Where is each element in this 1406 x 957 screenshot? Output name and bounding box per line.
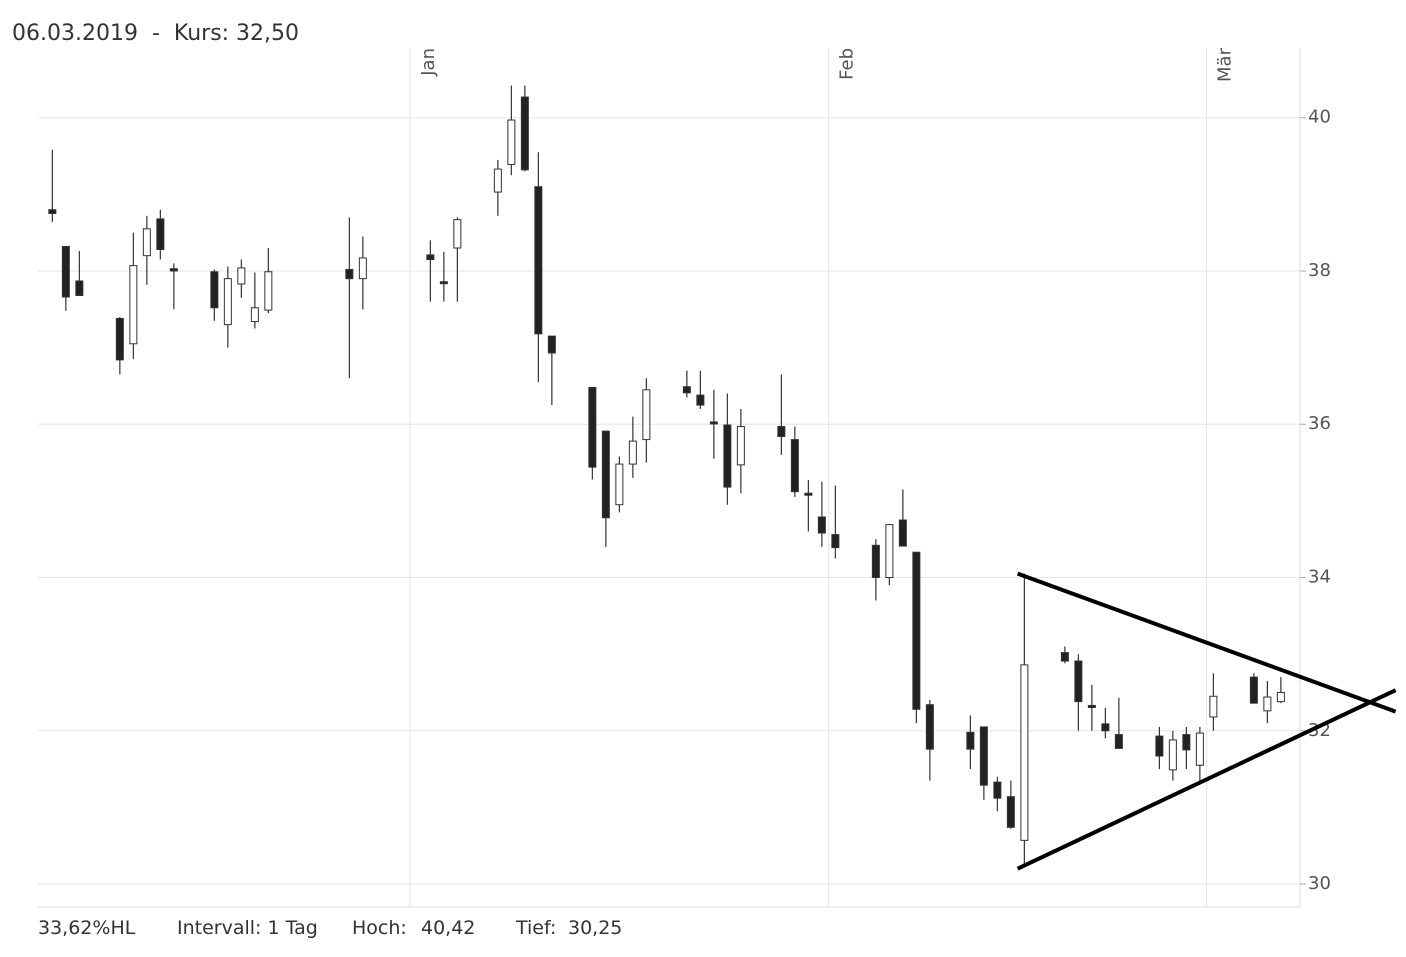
candle-body — [115, 317, 124, 361]
candle-body — [993, 781, 1002, 799]
chart-title: 06.03.2019 - Kurs: 32,50 — [12, 21, 299, 46]
candle-body — [871, 544, 880, 578]
candle-body — [345, 268, 354, 280]
candle-body — [547, 335, 556, 354]
candle-body — [237, 267, 246, 285]
candle-body — [426, 254, 435, 260]
candle-body — [817, 516, 826, 534]
candle-body — [1020, 664, 1029, 841]
candle-body — [1155, 735, 1164, 757]
candle-body — [588, 386, 597, 468]
stat: Intervall: 1 Tag — [177, 917, 318, 939]
candle-body — [723, 424, 732, 488]
candle-body — [250, 307, 259, 323]
candle-body — [898, 519, 907, 547]
candle-body — [1182, 734, 1191, 751]
candle-body — [1209, 695, 1218, 718]
candle-body — [601, 430, 610, 519]
candle-body — [1006, 796, 1015, 828]
stat: 40,42 — [421, 917, 475, 939]
y-tick-label: 36 — [1308, 413, 1331, 434]
candle-body — [925, 704, 934, 750]
y-tick-label: 38 — [1308, 260, 1331, 281]
stat: Hoch: — [352, 917, 407, 939]
candle-body — [628, 440, 637, 465]
candle-body — [1114, 734, 1123, 749]
candle-body — [156, 218, 165, 251]
candle-body — [210, 271, 219, 309]
candle-body — [223, 278, 232, 326]
candle-body — [439, 281, 448, 285]
stat: 33,62%HL — [38, 917, 136, 939]
candle-body — [520, 96, 529, 171]
candle-body — [142, 228, 151, 257]
y-tick-label: 30 — [1308, 873, 1331, 894]
candle-body — [1263, 696, 1272, 712]
candle-body — [885, 524, 894, 578]
candle-body — [804, 492, 813, 496]
candle-body — [358, 257, 367, 280]
trend-line — [1016, 571, 1397, 714]
candle-body — [1195, 732, 1204, 766]
candle-body — [453, 219, 462, 249]
candle-body — [912, 551, 921, 710]
candle-body — [48, 209, 57, 215]
candle-body — [1060, 652, 1069, 662]
candle-body — [790, 439, 799, 493]
candle-body — [831, 534, 840, 549]
candle-body — [966, 731, 975, 750]
y-tick-label: 34 — [1308, 566, 1331, 587]
x-tick-label: Mär — [1215, 47, 1236, 82]
candle-body — [696, 394, 705, 406]
candle-body — [1074, 660, 1083, 703]
candle-body — [1168, 739, 1177, 771]
candle-body — [1087, 704, 1096, 708]
candle-body — [615, 463, 624, 506]
candle-body — [75, 280, 84, 297]
candle-body — [777, 426, 786, 438]
y-tick-label: 40 — [1308, 107, 1331, 128]
candle-body — [1101, 723, 1110, 732]
candle-body — [979, 726, 988, 786]
candle-body — [61, 245, 70, 298]
candle-body — [642, 389, 651, 441]
trend-line — [1016, 688, 1397, 871]
stat: 30,25 — [568, 917, 622, 939]
candle-body — [709, 421, 718, 425]
x-tick-label: Feb — [837, 48, 858, 80]
candle-body — [736, 426, 745, 466]
candle-body — [534, 186, 543, 335]
candle-body — [507, 119, 516, 165]
candle-body — [264, 271, 273, 311]
stat: Tief: — [515, 917, 556, 939]
candle-body — [1249, 676, 1258, 704]
candle-body — [169, 268, 178, 272]
candle-body — [129, 265, 138, 345]
candle-body — [682, 386, 691, 394]
x-tick-label: Jan — [418, 48, 439, 77]
candle-body — [1276, 691, 1285, 703]
candle-body — [493, 168, 502, 193]
